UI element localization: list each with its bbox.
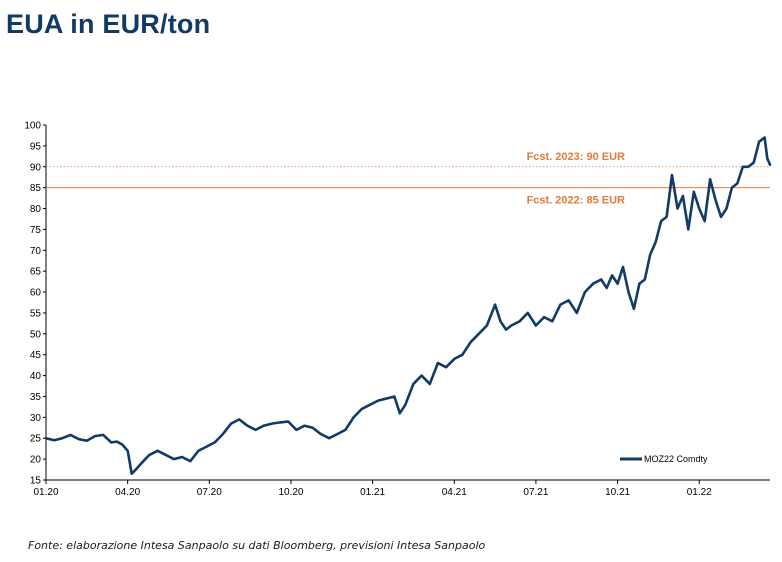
y-tick-label: 75 bbox=[30, 225, 42, 236]
source-note: Fonte: elaborazione Intesa Sanpaolo su d… bbox=[28, 539, 486, 552]
x-tick-label: 04.21 bbox=[442, 487, 467, 498]
x-tick-label: 10.20 bbox=[278, 487, 303, 498]
legend-label: MOZ22 Comdty bbox=[644, 454, 708, 464]
x-tick-label: 01.21 bbox=[360, 487, 385, 498]
y-tick-label: 70 bbox=[30, 246, 42, 257]
y-tick-label: 25 bbox=[30, 434, 42, 445]
y-tick-label: 50 bbox=[30, 329, 42, 340]
y-tick-label: 20 bbox=[30, 455, 42, 466]
forecast-label: Fcst. 2023: 90 EUR bbox=[527, 151, 625, 163]
y-tick-label: 95 bbox=[30, 141, 42, 152]
y-tick-label: 40 bbox=[30, 371, 42, 382]
x-tick-label: 10.21 bbox=[605, 487, 630, 498]
y-tick-label: 30 bbox=[30, 413, 42, 424]
x-tick-label: 04.20 bbox=[115, 487, 140, 498]
y-tick-label: 90 bbox=[30, 162, 42, 173]
y-tick-label: 15 bbox=[30, 476, 42, 487]
y-tick-label: 35 bbox=[30, 392, 42, 403]
y-tick-label: 85 bbox=[30, 183, 42, 194]
y-tick-label: 80 bbox=[30, 204, 42, 215]
series-line bbox=[44, 136, 772, 476]
y-tick-label: 60 bbox=[30, 288, 42, 299]
y-tick-label: 100 bbox=[24, 121, 41, 132]
y-tick-label: 55 bbox=[30, 308, 42, 319]
y-tick-label: 65 bbox=[30, 267, 42, 278]
chart-title: EUA in EUR/ton bbox=[6, 9, 211, 39]
x-tick-label: 01.20 bbox=[33, 487, 58, 498]
x-tick-label: 07.20 bbox=[197, 487, 222, 498]
x-tick-label: 01.22 bbox=[687, 487, 712, 498]
chart-area: 15 20 25 30 35 40 45 50 55 60 65 70 75 80 85 90 95 100 01.… bbox=[24, 121, 772, 498]
legend: MOZ22 Comdty bbox=[620, 454, 708, 464]
forecast-label: Fcst. 2022: 85 EUR bbox=[527, 195, 625, 207]
x-tick-label: 07.21 bbox=[523, 487, 548, 498]
y-tick-label: 45 bbox=[30, 350, 42, 361]
